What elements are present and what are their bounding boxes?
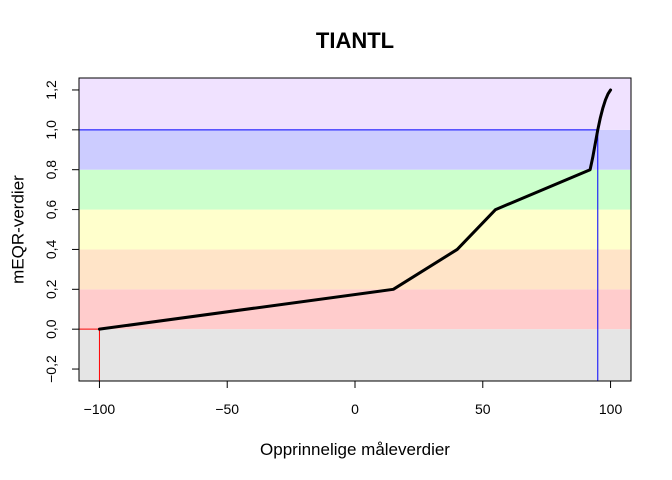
x-tick-label: −100 (84, 401, 116, 417)
x-tick-label: 0 (351, 401, 359, 417)
background-bands (79, 78, 631, 381)
y-tick-label: 0,8 (43, 160, 59, 180)
band-4 (79, 169, 631, 210)
band-2 (79, 249, 631, 290)
band-3 (79, 209, 631, 250)
y-tick-label: 0,4 (43, 239, 59, 259)
y-tick-label: 0,6 (43, 200, 59, 220)
y-tick-label: 0,0 (43, 319, 59, 339)
y-tick-label: 1,0 (43, 120, 59, 140)
y-axis-label: mEQR-verdier (9, 175, 28, 284)
band-5 (79, 129, 631, 170)
x-axis-label: Opprinnelige måleverdier (260, 440, 450, 459)
band-6 (79, 78, 631, 130)
reference-lines (79, 129, 599, 381)
y-tick-label: 0,2 (43, 279, 59, 299)
data-series (97, 88, 613, 331)
y-tick-label: 1,2 (43, 80, 59, 100)
y-axis: −0,2 0,0 0,2 0,4 0,6 0,8 1,0 1,2 (43, 80, 80, 383)
band-0 (79, 329, 631, 381)
x-tick-label: 50 (475, 401, 491, 417)
y-tick-label: −0,2 (43, 355, 59, 383)
x-tick-label: 100 (599, 401, 623, 417)
chart-title: TIANTL (316, 28, 394, 53)
series-line-0 (97, 88, 613, 331)
x-tick-label: −50 (215, 401, 239, 417)
x-axis: −100 −50 0 50 100 (84, 380, 623, 417)
